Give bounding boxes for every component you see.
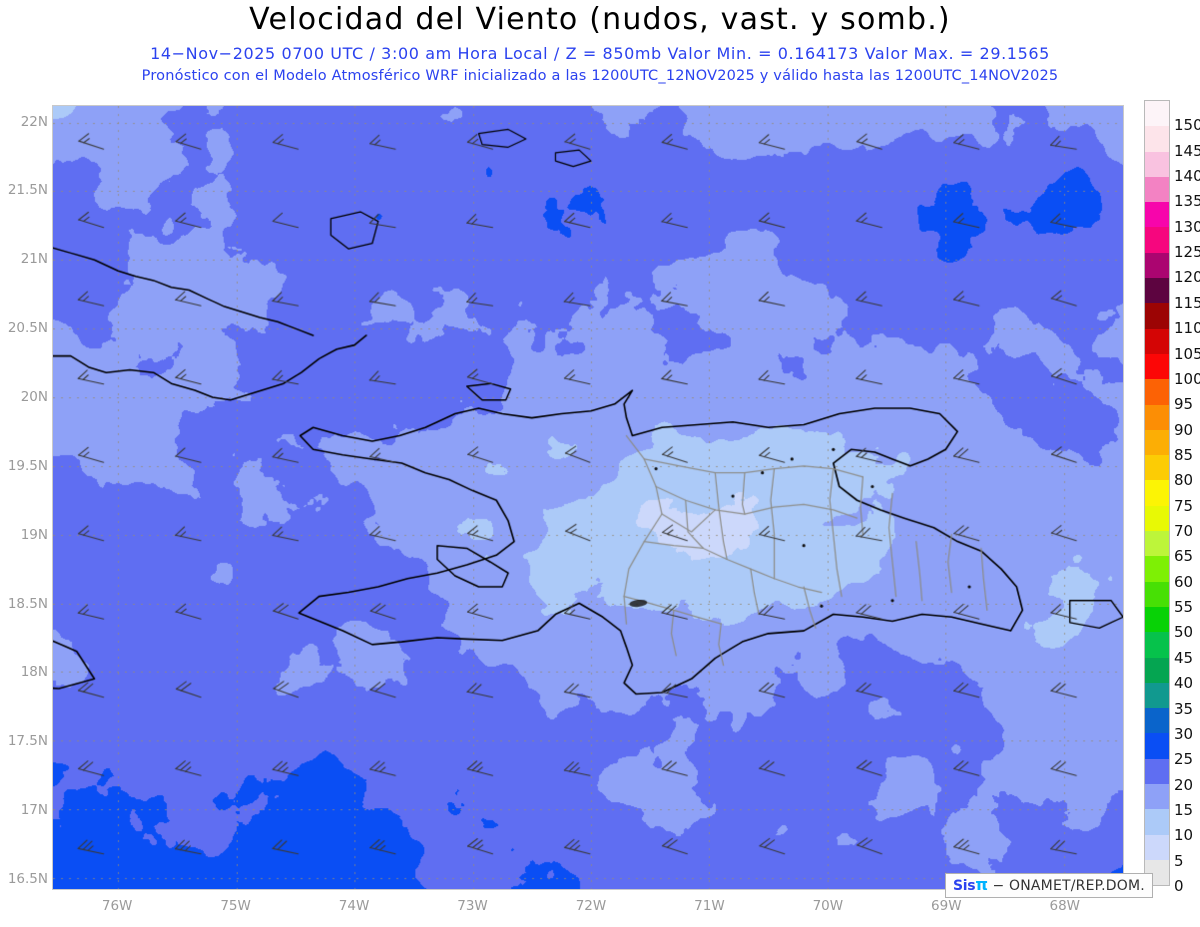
colorbar-band [1145, 455, 1169, 481]
page-title: Velocidad del Viento (nudos, vast. y som… [249, 2, 951, 37]
colorbar-band [1145, 708, 1169, 734]
colorbar-tick-label: 75 [1174, 496, 1194, 515]
colorbar-band [1145, 531, 1169, 557]
colorbar-band [1145, 682, 1169, 709]
credit-badge: Sisπ − ONAMET/REP.DOM. [945, 873, 1153, 899]
colorbar-band [1145, 126, 1169, 152]
colorbar-band [1145, 252, 1169, 279]
colorbar-tick-label: 65 [1174, 547, 1194, 566]
colorbar-tick-label: 150 [1174, 116, 1200, 135]
colorbar-tick-label: 120 [1174, 268, 1200, 287]
latitude-tick-label: 17.5N [7, 733, 48, 750]
longitude-tick-label: 72W [575, 898, 607, 914]
colorbar-band [1145, 379, 1169, 405]
colorbar-tick-label: 135 [1174, 192, 1200, 211]
colorbar-tick-label: 35 [1174, 699, 1194, 718]
colorbar-tick-label: 60 [1174, 572, 1194, 591]
colorbar-tick-label: 130 [1174, 217, 1200, 236]
latitude-tick-label: 17N [20, 802, 48, 819]
longitude-tick-label: 70W [812, 898, 844, 914]
colorbar-band [1145, 556, 1169, 582]
colorbar-band [1145, 404, 1169, 430]
latitude-tick-label: 18.5N [7, 595, 48, 612]
latitude-tick-label: 20N [20, 388, 48, 405]
colorbar-band [1145, 784, 1169, 810]
longitude-tick-label: 68W [1049, 898, 1081, 914]
colorbar-tick-label: 90 [1174, 420, 1194, 439]
colorbar-band [1145, 581, 1169, 607]
colorbar-band [1145, 834, 1169, 860]
longitude-tick-label: 76W [101, 898, 133, 914]
colorbar-band [1145, 176, 1169, 203]
colorbar [1144, 100, 1170, 886]
colorbar-tick-label: 125 [1174, 243, 1200, 262]
colorbar-band [1145, 328, 1169, 354]
colorbar-band [1145, 480, 1169, 506]
colorbar-tick-label: 5 [1174, 851, 1184, 870]
colorbar-tick-label: 95 [1174, 395, 1194, 414]
colorbar-band [1145, 227, 1169, 253]
colorbar-tick-label: 50 [1174, 623, 1194, 642]
colorbar-tick-label: 25 [1174, 750, 1194, 769]
pi-icon: π [975, 875, 988, 894]
colorbar-band [1145, 202, 1169, 228]
organization-label: − ONAMET/REP.DOM. [992, 878, 1145, 894]
colorbar-tick-label: 0 [1174, 877, 1184, 895]
colorbar-band [1145, 505, 1169, 532]
colorbar-band [1145, 809, 1169, 835]
latitude-tick-label: 20.5N [7, 320, 48, 337]
colorbar-band [1145, 278, 1169, 304]
latitude-tick-label: 21N [20, 251, 48, 268]
colorbar-tick-label: 10 [1174, 826, 1194, 845]
subtitle-line-1: 14−Nov−2025 0700 UTC / 3:00 am Hora Loca… [150, 44, 1050, 63]
colorbar-tick-label: 145 [1174, 141, 1200, 160]
colorbar-band [1145, 429, 1169, 456]
wind-speed-raster [53, 106, 1123, 889]
colorbar-tick-label: 45 [1174, 648, 1194, 667]
subtitle-line-2: Pronóstico con el Modelo Atmosférico WRF… [141, 68, 1059, 84]
colorbar-band [1145, 657, 1169, 683]
colorbar-tick-label: 110 [1174, 319, 1200, 338]
colorbar-band [1145, 101, 1169, 127]
colorbar-band [1145, 353, 1169, 380]
latitude-tick-label: 19N [20, 526, 48, 543]
colorbar-band [1145, 606, 1169, 633]
colorbar-tick-label: 15 [1174, 800, 1194, 819]
colorbar-tick-label: 55 [1174, 598, 1194, 617]
colorbar-tick-label: 105 [1174, 344, 1200, 363]
longitude-tick-label: 74W [338, 898, 370, 914]
colorbar-tick-label: 80 [1174, 471, 1194, 490]
longitude-tick-label: 73W [457, 898, 488, 914]
colorbar-tick-label: 70 [1174, 522, 1194, 541]
longitude-tick-label: 75W [220, 898, 251, 914]
colorbar-band [1145, 733, 1169, 759]
latitude-tick-label: 21.5N [7, 182, 48, 199]
latitude-tick-label: 19.5N [7, 457, 48, 474]
map-plot-area[interactable] [52, 105, 1124, 890]
latitude-tick-label: 16.5N [7, 870, 48, 887]
colorbar-tick-label: 140 [1174, 167, 1200, 186]
colorbar-tick-label: 20 [1174, 775, 1194, 794]
colorbar-band [1145, 758, 1169, 785]
colorbar-band [1145, 632, 1169, 658]
longitude-tick-label: 69W [931, 898, 962, 914]
colorbar-band [1145, 151, 1169, 177]
longitude-tick-label: 71W [694, 898, 725, 914]
latitude-tick-label: 22N [20, 113, 48, 130]
colorbar-tick-label: 30 [1174, 724, 1194, 743]
colorbar-tick-label: 40 [1174, 674, 1194, 693]
sistema-label: Sis [953, 878, 976, 894]
colorbar-tick-label: 100 [1174, 369, 1200, 388]
colorbar-band [1145, 303, 1169, 329]
latitude-tick-label: 18N [20, 664, 48, 681]
colorbar-tick-label: 85 [1174, 445, 1194, 464]
colorbar-labels: 150 145 140 135 130 125 120 115 110 105 100 95 90 85 8… [1174, 100, 1200, 895]
colorbar-tick-label: 115 [1174, 293, 1200, 312]
